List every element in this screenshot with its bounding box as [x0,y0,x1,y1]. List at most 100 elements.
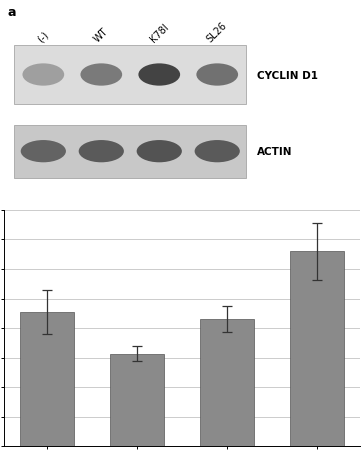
Text: K78I: K78I [148,22,170,44]
Ellipse shape [196,64,238,87]
Ellipse shape [152,148,167,156]
Ellipse shape [210,72,224,79]
Ellipse shape [200,66,235,85]
Ellipse shape [35,71,52,80]
Ellipse shape [24,65,63,86]
Ellipse shape [38,73,48,78]
Ellipse shape [142,143,176,160]
Ellipse shape [210,148,225,156]
Ellipse shape [79,141,124,163]
Bar [290,252,344,446]
Ellipse shape [92,147,111,156]
Ellipse shape [150,147,169,156]
Ellipse shape [156,74,163,77]
Ellipse shape [82,65,120,86]
Ellipse shape [208,147,227,156]
Ellipse shape [28,67,59,84]
Ellipse shape [209,71,226,80]
Ellipse shape [158,74,161,76]
Ellipse shape [155,150,163,154]
Bar [110,354,164,446]
Text: WT: WT [92,26,110,44]
Ellipse shape [28,144,58,159]
Ellipse shape [41,74,45,76]
Ellipse shape [149,70,170,81]
Text: CYCLIN D1: CYCLIN D1 [257,70,318,80]
Ellipse shape [200,143,234,160]
Ellipse shape [207,70,228,81]
Text: SL26: SL26 [205,20,229,44]
Ellipse shape [198,143,236,161]
Ellipse shape [34,147,53,156]
Ellipse shape [154,73,165,78]
Ellipse shape [29,68,57,83]
Bar [14,46,246,105]
Ellipse shape [36,72,50,79]
Bar [14,125,246,178]
Text: ACTIN: ACTIN [257,147,292,157]
Ellipse shape [148,146,171,157]
Ellipse shape [87,68,115,83]
Ellipse shape [152,72,166,79]
Ellipse shape [202,67,233,84]
Ellipse shape [88,145,115,158]
Ellipse shape [144,144,174,159]
Ellipse shape [96,73,107,78]
Ellipse shape [154,149,165,155]
Ellipse shape [37,149,49,155]
Ellipse shape [94,72,108,79]
Ellipse shape [141,143,178,161]
Ellipse shape [84,66,119,85]
Ellipse shape [26,143,60,160]
Ellipse shape [215,74,219,76]
Ellipse shape [94,148,109,156]
Ellipse shape [157,151,161,153]
Ellipse shape [96,149,107,155]
Ellipse shape [204,145,230,158]
Ellipse shape [138,64,180,87]
Ellipse shape [147,69,171,82]
Ellipse shape [86,144,116,159]
Ellipse shape [92,71,110,80]
Ellipse shape [89,69,114,82]
Text: a: a [7,6,16,19]
Ellipse shape [80,142,122,162]
Ellipse shape [151,71,168,80]
Ellipse shape [33,70,54,81]
Ellipse shape [83,143,120,161]
Ellipse shape [212,73,222,78]
Ellipse shape [136,141,182,163]
Ellipse shape [21,141,66,163]
Ellipse shape [195,141,240,163]
Ellipse shape [23,142,64,162]
Ellipse shape [145,68,173,83]
Ellipse shape [215,151,219,153]
Ellipse shape [26,66,61,85]
Text: (-): (-) [36,29,51,44]
Ellipse shape [99,151,103,153]
Ellipse shape [36,148,51,156]
Ellipse shape [23,64,64,87]
Ellipse shape [197,142,238,162]
Ellipse shape [144,67,175,84]
Ellipse shape [40,74,47,77]
Ellipse shape [214,74,221,77]
Ellipse shape [30,145,56,158]
Ellipse shape [80,64,122,87]
Ellipse shape [206,146,229,157]
Ellipse shape [140,65,178,86]
Ellipse shape [98,74,105,77]
Ellipse shape [40,150,47,154]
Ellipse shape [146,145,173,158]
Bar [200,320,254,446]
Ellipse shape [202,144,232,159]
Ellipse shape [98,150,105,154]
Ellipse shape [24,143,62,161]
Ellipse shape [32,146,55,157]
Ellipse shape [211,149,223,155]
Ellipse shape [86,67,117,84]
Ellipse shape [31,69,55,82]
Ellipse shape [90,146,112,157]
Ellipse shape [203,68,231,83]
Ellipse shape [91,70,112,81]
